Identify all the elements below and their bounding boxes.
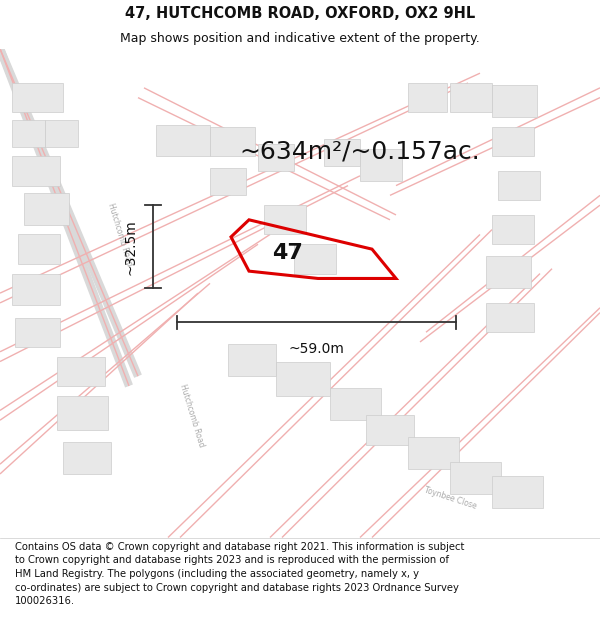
Bar — [12, 156, 60, 186]
Text: Hutchcomb Road: Hutchcomb Road — [106, 202, 134, 267]
Text: 47, HUTCHCOMB ROAD, OXFORD, OX2 9HL: 47, HUTCHCOMB ROAD, OXFORD, OX2 9HL — [125, 6, 475, 21]
Bar — [258, 144, 294, 171]
Bar — [408, 83, 447, 112]
Text: ~59.0m: ~59.0m — [289, 342, 344, 356]
Bar — [492, 127, 534, 156]
Bar — [486, 303, 534, 332]
Bar — [492, 86, 537, 117]
Bar — [63, 442, 111, 474]
Text: ~634m²/~0.157ac.: ~634m²/~0.157ac. — [239, 139, 481, 163]
Bar — [24, 193, 69, 225]
Bar — [276, 361, 330, 396]
Bar — [492, 215, 534, 244]
Bar — [210, 127, 255, 156]
Bar — [12, 119, 45, 146]
Bar — [450, 83, 492, 112]
Text: Hutchcomb Road: Hutchcomb Road — [178, 382, 206, 448]
Bar — [330, 388, 381, 420]
Bar — [486, 256, 531, 288]
Bar — [228, 344, 276, 376]
Bar — [57, 396, 108, 430]
Bar — [360, 149, 402, 181]
Bar — [366, 415, 414, 444]
Bar — [294, 244, 336, 274]
Bar — [324, 139, 360, 166]
Bar — [45, 119, 78, 146]
Bar — [15, 318, 60, 347]
Bar — [210, 169, 246, 196]
Text: Contains OS data © Crown copyright and database right 2021. This information is : Contains OS data © Crown copyright and d… — [15, 542, 464, 606]
Bar — [492, 476, 543, 508]
Text: Toynbee Close: Toynbee Close — [422, 486, 478, 511]
Bar — [408, 438, 459, 469]
Bar — [18, 234, 60, 264]
Bar — [12, 274, 60, 306]
Text: Map shows position and indicative extent of the property.: Map shows position and indicative extent… — [120, 31, 480, 44]
Bar — [12, 83, 63, 112]
Bar — [450, 462, 501, 494]
Text: ~32.5m: ~32.5m — [124, 219, 138, 274]
Bar — [264, 205, 306, 234]
Bar — [156, 124, 210, 156]
Bar — [498, 171, 540, 200]
Bar — [57, 357, 105, 386]
Text: 47: 47 — [272, 243, 303, 263]
